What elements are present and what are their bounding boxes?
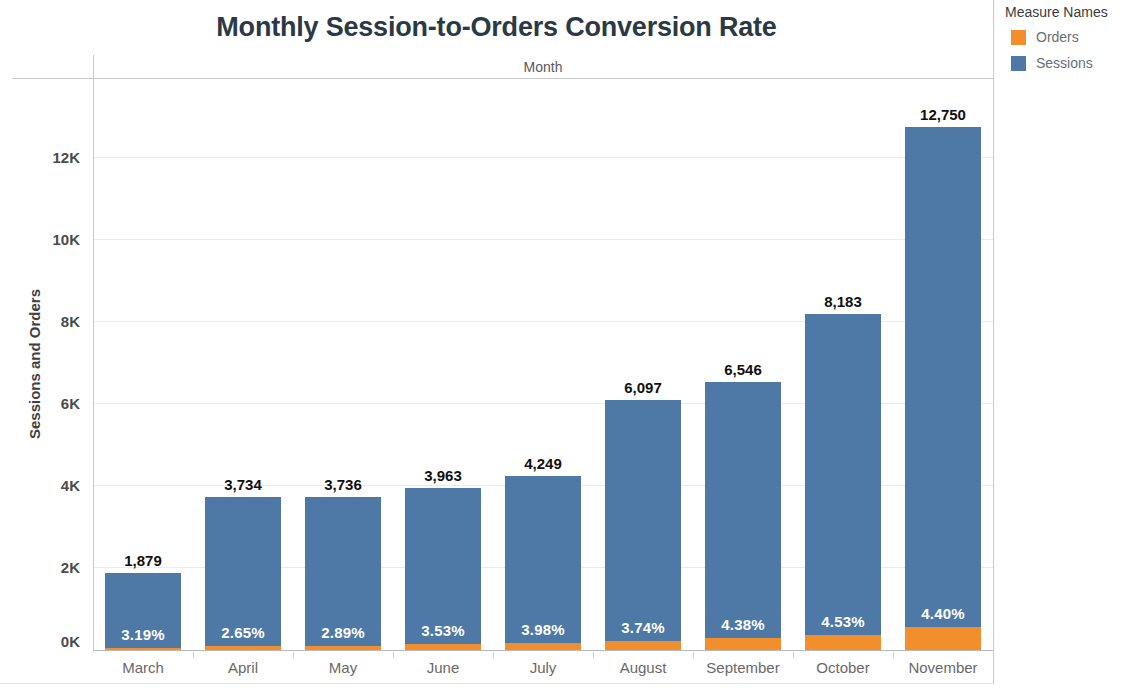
x-tick-label-april[interactable]: April (193, 659, 293, 676)
category-tick (693, 652, 694, 658)
orders-bar-august[interactable] (605, 641, 681, 650)
legend-item-label: Orders (1036, 29, 1079, 45)
conversion-rate-label: 4.40% (905, 605, 981, 622)
bar-group-august: 3.74%6,097 (605, 400, 681, 650)
legend-item-orders[interactable]: Orders (1011, 29, 1133, 45)
category-tick (393, 652, 394, 658)
x-tick-label-november[interactable]: November (893, 659, 993, 676)
y-tick-label: 4K (10, 477, 80, 495)
orders-swatch-icon (1011, 30, 1026, 45)
sessions-value-label: 8,183 (781, 293, 905, 310)
sessions-bar-october[interactable] (805, 314, 881, 650)
conversion-rate-label: 3.19% (105, 626, 181, 643)
category-tick (493, 652, 494, 658)
orders-bar-september[interactable] (705, 638, 781, 650)
conversion-rate-label: 2.89% (305, 624, 381, 641)
legend-item-sessions[interactable]: Sessions (1011, 55, 1133, 71)
column-header-month: Month (93, 59, 993, 75)
category-tick (893, 652, 894, 658)
y-tick-label: 6K (10, 395, 80, 413)
worksheet: Monthly Session-to-Orders Conversion Rat… (0, 0, 1134, 688)
bar-group-september: 4.38%6,546 (705, 382, 781, 650)
conversion-rate-label: 3.53% (405, 622, 481, 639)
category-tick (193, 652, 194, 658)
x-tick-label-august[interactable]: August (593, 659, 693, 676)
sessions-value-label: 6,097 (581, 379, 705, 396)
gridline (93, 157, 993, 158)
x-tick-label-october[interactable]: October (793, 659, 893, 676)
orders-bar-november[interactable] (905, 627, 981, 650)
bar-group-july: 3.98%4,249 (505, 476, 581, 650)
category-tick (793, 652, 794, 658)
y-axis-title: Sessions and Orders (26, 289, 43, 439)
x-tick-label-july[interactable]: July (493, 659, 593, 676)
orders-bar-october[interactable] (805, 635, 881, 650)
bar-group-march: 3.19%1,879 (105, 573, 181, 650)
bar-group-november: 4.40%12,750 (905, 127, 981, 650)
sessions-bar-august[interactable] (605, 400, 681, 650)
x-tick-label-may[interactable]: May (293, 659, 393, 676)
bar-group-october: 4.53%8,183 (805, 314, 881, 650)
category-tick (293, 652, 294, 658)
x-tick-label-march[interactable]: March (93, 659, 193, 676)
conversion-rate-label: 3.98% (505, 621, 581, 638)
x-axis-line (93, 650, 993, 651)
category-tick (593, 652, 594, 658)
legend: Measure Names Orders Sessions (1005, 4, 1133, 81)
bar-group-june: 3.53%3,963 (405, 488, 481, 650)
y-tick-label: 12K (10, 149, 80, 167)
conversion-rate-label: 2.65% (205, 624, 281, 641)
y-tick-label: 10K (10, 231, 80, 249)
conversion-rate-label: 4.38% (705, 616, 781, 633)
gridline (93, 239, 993, 240)
sessions-value-label: 12,750 (881, 106, 1005, 123)
x-tick-label-september[interactable]: September (693, 659, 793, 676)
pane-top-border (12, 78, 993, 79)
sheet-right-border (993, 0, 994, 684)
sessions-bar-november[interactable] (905, 127, 981, 650)
chart-title: Monthly Session-to-Orders Conversion Rat… (0, 12, 993, 43)
bar-group-april: 2.65%3,734 (205, 497, 281, 650)
sessions-value-label: 6,546 (681, 361, 805, 378)
sessions-value-label: 1,879 (81, 552, 205, 569)
legend-item-label: Sessions (1036, 55, 1093, 71)
plot-area: 3.19%1,879 2.65%3,734 2.89%3,736 3.53%3,963… (93, 78, 993, 650)
x-tick-label-june[interactable]: June (393, 659, 493, 676)
y-axis-line (93, 55, 94, 652)
orders-bar-july[interactable] (505, 643, 581, 650)
y-tick-label: 0K (10, 633, 80, 651)
y-tick-label: 2K (10, 559, 80, 577)
conversion-rate-label: 4.53% (805, 613, 881, 630)
conversion-rate-label: 3.74% (605, 619, 681, 636)
sessions-value-label: 4,249 (481, 455, 605, 472)
sessions-bar-september[interactable] (705, 382, 781, 650)
y-tick-label: 8K (10, 313, 80, 331)
bar-group-may: 2.89%3,736 (305, 497, 381, 650)
sessions-swatch-icon (1011, 56, 1026, 71)
legend-title: Measure Names (1005, 4, 1133, 20)
sheet-bottom-border (0, 683, 993, 684)
